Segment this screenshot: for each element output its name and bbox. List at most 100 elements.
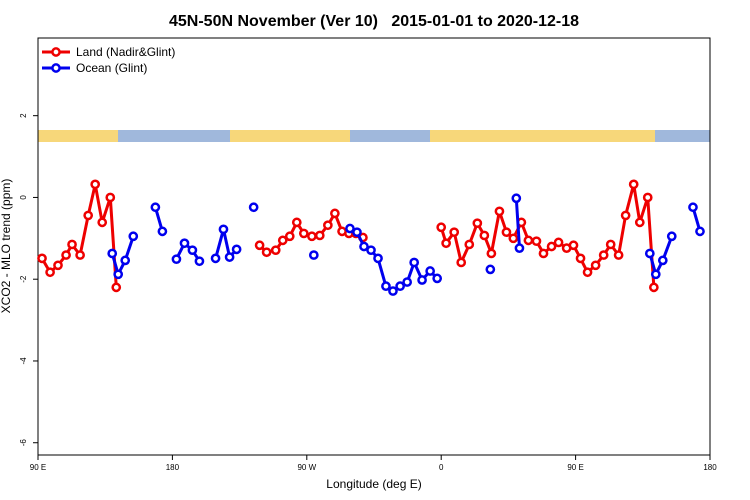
data-point (634, 217, 645, 228)
data-point (308, 250, 319, 260)
data-point (501, 227, 512, 238)
data-point (436, 222, 447, 233)
data-point (479, 230, 490, 241)
data-point (417, 275, 427, 285)
data-point (590, 260, 601, 271)
data-point (291, 217, 302, 228)
data-point (359, 241, 369, 252)
data-point (523, 235, 534, 246)
data-point (45, 267, 55, 278)
data-point (314, 230, 325, 241)
data-point (575, 253, 586, 264)
data-point (157, 226, 168, 237)
data-point (150, 202, 161, 213)
data-point (628, 179, 639, 190)
data-point (171, 254, 182, 265)
legend-marker (51, 47, 61, 57)
x-tick-label: 90 E (30, 463, 46, 472)
data-point (642, 192, 653, 203)
data-point (381, 281, 391, 292)
y-tick-label: 0 (19, 195, 28, 200)
data-point (120, 255, 131, 266)
data-point (97, 217, 108, 228)
y-tick-label: -2 (19, 275, 28, 283)
y-tick-label: -4 (19, 357, 28, 365)
data-point (128, 231, 139, 242)
y-axis-label: XCO2 - MLO trend (ppm) (0, 179, 13, 314)
x-tick-label: 180 (703, 463, 717, 472)
data-point (657, 255, 668, 266)
data-point (298, 228, 309, 239)
y-tick-label: -6 (19, 439, 28, 447)
data-point (179, 238, 190, 249)
x-tick-label: 180 (166, 463, 180, 472)
data-point (432, 273, 443, 284)
data-point (224, 252, 235, 262)
land-strip (430, 130, 655, 142)
data-point (494, 206, 505, 217)
data-point (330, 208, 340, 219)
data-point (67, 239, 77, 250)
data-point (553, 237, 564, 248)
data-point (61, 250, 71, 260)
data-point (270, 245, 281, 256)
data-point (366, 245, 376, 256)
data-point (105, 192, 116, 203)
legend-marker (51, 63, 61, 73)
data-point (666, 231, 677, 242)
data-point (546, 241, 557, 252)
data-point (511, 193, 522, 204)
x-axis-label: Longitude (deg E) (326, 477, 421, 491)
data-point (388, 286, 398, 296)
map-strip (38, 130, 710, 142)
data-point (53, 260, 63, 271)
data-point (90, 179, 101, 190)
plot-frame (37, 37, 711, 456)
data-point (514, 243, 525, 253)
data-point (210, 253, 221, 264)
data-point (254, 240, 265, 251)
x-tick-label: 0 (439, 463, 444, 472)
data-point (307, 231, 317, 242)
data-point (649, 282, 659, 293)
data-point (605, 239, 616, 250)
data-point (248, 202, 259, 213)
data-point (37, 253, 47, 264)
data-point (194, 256, 205, 267)
data-point (402, 277, 413, 287)
data-point (261, 247, 272, 258)
data-point (409, 257, 420, 268)
data-point (613, 250, 624, 260)
y-tick-label: 2 (19, 113, 28, 118)
data-point (75, 250, 85, 260)
data-point (464, 239, 475, 250)
data-point (113, 269, 124, 280)
data-point (231, 244, 242, 255)
data-point (352, 227, 362, 238)
chart-title: 45N-50N November (Ver 10) 2015-01-01 to … (169, 13, 579, 30)
land-strip (38, 130, 118, 142)
x-tick-label: 90 E (567, 463, 583, 472)
data-point (449, 227, 460, 238)
data-point (582, 267, 593, 278)
x-tick-label: 90 W (297, 463, 316, 472)
data-point (650, 269, 661, 280)
data-point (425, 266, 435, 276)
data-point (284, 231, 295, 242)
data-point (598, 250, 609, 260)
data-point (688, 202, 698, 213)
data-point (472, 218, 483, 229)
data-point (644, 248, 655, 259)
data-point (456, 257, 467, 268)
data-point (538, 248, 549, 259)
data-point (508, 233, 519, 244)
data-point (277, 235, 288, 246)
data-point (485, 264, 496, 275)
legend-label: Ocean (Glint) (76, 61, 147, 75)
land-strip (230, 130, 350, 142)
data-point (695, 226, 705, 237)
data-point (218, 224, 229, 235)
data-point (441, 238, 451, 249)
data-point (568, 240, 579, 251)
